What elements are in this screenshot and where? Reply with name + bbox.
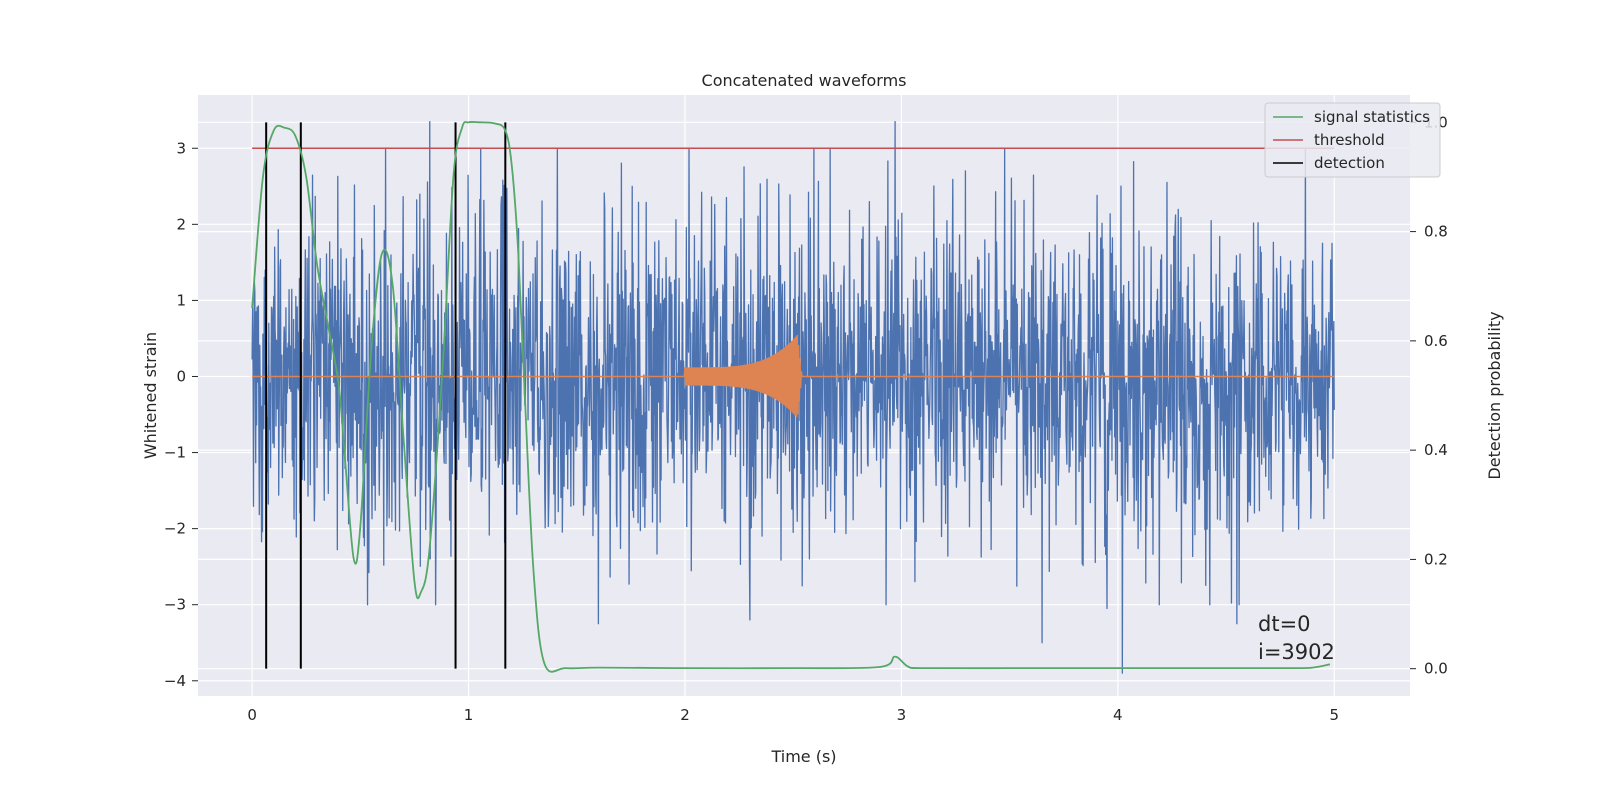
- x-tick-label: 3: [897, 706, 907, 724]
- legend-label-detection: detection: [1314, 154, 1385, 172]
- x-tick-label: 4: [1113, 706, 1123, 724]
- y2-tick-label: 0.8: [1424, 223, 1448, 241]
- plot-area: [198, 95, 1410, 696]
- x-tick-label: 1: [464, 706, 474, 724]
- y2-tick-label: 0.4: [1424, 441, 1448, 459]
- y-tick-label: −3: [164, 596, 186, 614]
- y-tick-label: −4: [164, 672, 186, 690]
- y-tick-label: 1: [176, 291, 186, 309]
- x-axis-label: Time (s): [770, 747, 836, 766]
- y2-axis-label: Detection probability: [1485, 311, 1504, 479]
- x-tick-label: 5: [1329, 706, 1339, 724]
- x-tick-label: 2: [680, 706, 690, 724]
- y2-tick-label: 0.2: [1424, 550, 1448, 568]
- annotation-dt: dt=0: [1258, 612, 1311, 636]
- x-tick-label: 0: [247, 706, 257, 724]
- legend-box: [1264, 102, 1441, 178]
- y-axis-label: Whitened strain: [141, 332, 160, 459]
- chart-title: Concatenated waveforms: [702, 71, 907, 90]
- y-tick-label: 2: [176, 215, 186, 233]
- y2-tick-label: 0.6: [1424, 332, 1448, 350]
- y-tick-label: −2: [164, 520, 186, 538]
- signal-statistics-line: [251, 120, 1331, 673]
- y-tick-label: 0: [176, 367, 186, 385]
- whitened-strain-line: [251, 120, 1335, 674]
- annotation-index: i=3902: [1258, 640, 1335, 664]
- legend-label-signal-statistics: signal statistics: [1314, 108, 1430, 126]
- y-tick-label: −1: [164, 444, 186, 462]
- y2-tick-label: 0.0: [1424, 660, 1448, 678]
- legend-label-threshold: threshold: [1314, 131, 1385, 149]
- injected-waveform-line: [252, 334, 1335, 418]
- annotations: dt=0 i=3902: [1258, 612, 1335, 664]
- y-tick-label: 3: [176, 139, 186, 157]
- legend: signal statistics threshold detection: [1264, 102, 1441, 178]
- series-layer: [251, 120, 1335, 674]
